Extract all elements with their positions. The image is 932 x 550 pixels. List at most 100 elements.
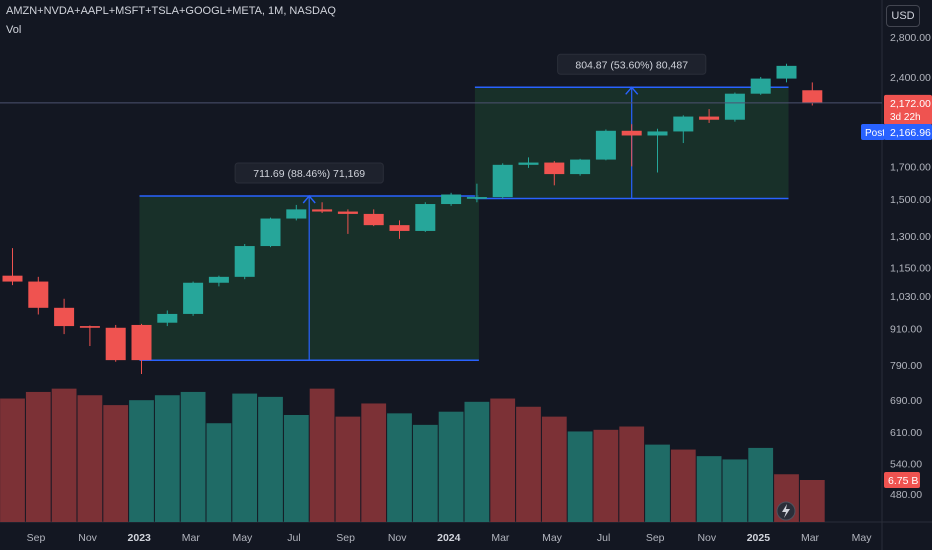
time-tick-label: Mar xyxy=(491,532,510,544)
volume-bar xyxy=(619,426,645,522)
candle-body xyxy=(54,307,75,327)
candle-body xyxy=(595,130,616,160)
time-tick-label: 2024 xyxy=(437,532,461,544)
price-tick-label: 480.00 xyxy=(890,489,922,501)
time-tick-label: 2023 xyxy=(128,532,152,544)
volume-bar xyxy=(464,401,490,522)
price-tick-label: 910.00 xyxy=(890,323,922,335)
candle-body xyxy=(415,204,436,231)
measure-label-box xyxy=(557,53,707,75)
currency-button[interactable]: USD xyxy=(886,5,920,27)
lightning-icon[interactable] xyxy=(776,501,796,521)
candle-body xyxy=(750,78,771,94)
volume-bar xyxy=(232,393,258,522)
candle-body xyxy=(208,276,229,283)
volume-bar xyxy=(180,391,206,522)
volume-bar xyxy=(335,416,361,522)
candle-body xyxy=(673,116,694,132)
volume-bar xyxy=(129,400,154,522)
candle-body xyxy=(492,164,513,198)
time-tick-label: 2025 xyxy=(747,532,771,544)
candle-body xyxy=(183,282,204,314)
time-tick-label: Nov xyxy=(697,532,716,544)
volume-bar xyxy=(541,416,567,522)
volume-badge xyxy=(884,472,920,488)
volume-bar xyxy=(361,403,387,522)
time-tick-label: May xyxy=(852,532,873,544)
time-tick-label: Mar xyxy=(801,532,820,544)
price-tick-label: 1,500.00 xyxy=(890,194,931,206)
volume-bar xyxy=(412,424,438,522)
volume-bar xyxy=(309,388,335,522)
volume-bar xyxy=(283,414,309,522)
time-tick-label: Nov xyxy=(78,532,97,544)
price-tick-label: 2,800.00 xyxy=(890,32,931,44)
candle-body xyxy=(312,209,333,212)
volume-bar xyxy=(516,406,541,522)
time-tick-label: Jul xyxy=(597,532,610,544)
post-price-label: 2,166.96 xyxy=(890,127,931,139)
candle-body xyxy=(337,211,358,214)
volume-bar xyxy=(593,429,619,522)
lightning-icon-glyph xyxy=(782,504,790,518)
measure-arrow-head xyxy=(302,194,316,204)
volume-bar xyxy=(25,391,51,522)
price-tick-label: 540.00 xyxy=(890,459,922,471)
price-tick-label: 690.00 xyxy=(890,395,922,407)
measure-label-box xyxy=(234,162,384,184)
volume-bar xyxy=(490,398,516,522)
measure-label: 804.87 (53.60%) 80,487 xyxy=(575,59,688,71)
time-tick-label: Sep xyxy=(27,532,46,544)
candle-body xyxy=(802,90,823,103)
volume-bar xyxy=(258,396,283,522)
candle-body xyxy=(28,281,49,308)
price-tick-label: 2,400.00 xyxy=(890,72,931,84)
candle-body xyxy=(286,209,307,219)
candle-body xyxy=(441,194,462,205)
volume-bar xyxy=(387,413,412,522)
symbol-title[interactable]: AMZN+NVDA+AAPL+MSFT+TSLA+GOOGL+META, 1M,… xyxy=(6,5,336,17)
candle-body xyxy=(105,327,126,361)
candle-body xyxy=(724,93,745,120)
candle-body xyxy=(699,116,720,120)
volume-indicator-label[interactable]: Vol xyxy=(6,24,22,36)
volume-bar xyxy=(748,447,774,522)
measure-label: 711.69 (88.46%) 71,169 xyxy=(253,168,365,180)
volume-bar xyxy=(0,398,25,522)
measure-arrow-head xyxy=(625,86,639,95)
price-tick-label: 1,300.00 xyxy=(890,231,931,243)
candle-body xyxy=(518,162,539,165)
volume-bar xyxy=(51,388,77,522)
candle-body xyxy=(466,197,487,199)
time-tick-label: Nov xyxy=(388,532,407,544)
post-tag xyxy=(861,124,885,140)
volume-badge-label: 6.75 B xyxy=(888,475,918,487)
volume-bar xyxy=(722,459,748,522)
post-tag-label: Post xyxy=(865,128,885,139)
volume-bar xyxy=(206,423,232,522)
time-tick-label: Sep xyxy=(646,532,665,544)
last-price-countdown: 3d 22h xyxy=(890,112,921,123)
volume-bar xyxy=(645,444,670,522)
volume-bar xyxy=(438,411,464,522)
time-tick-label: May xyxy=(542,532,563,544)
candle-body xyxy=(621,130,642,136)
last-price-badge xyxy=(884,94,932,125)
volume-bar xyxy=(670,449,696,522)
candle-body xyxy=(544,162,565,175)
candle-body xyxy=(2,275,23,282)
candle-body xyxy=(131,324,152,361)
time-tick-label: Mar xyxy=(182,532,201,544)
volume-bar-current xyxy=(799,480,825,522)
price-tick-label: 1,150.00 xyxy=(890,263,931,275)
price-tick-label: 790.00 xyxy=(890,360,922,372)
price-tick-label: 1,700.00 xyxy=(890,161,931,173)
time-tick-label: Sep xyxy=(336,532,355,544)
candle-body xyxy=(776,65,797,79)
price-tick-label: 610.00 xyxy=(890,427,922,439)
post-price-badge xyxy=(884,124,932,140)
last-price-label: 2,172.00 xyxy=(890,98,931,110)
candle-body xyxy=(79,326,100,328)
volume-bar xyxy=(154,395,180,522)
